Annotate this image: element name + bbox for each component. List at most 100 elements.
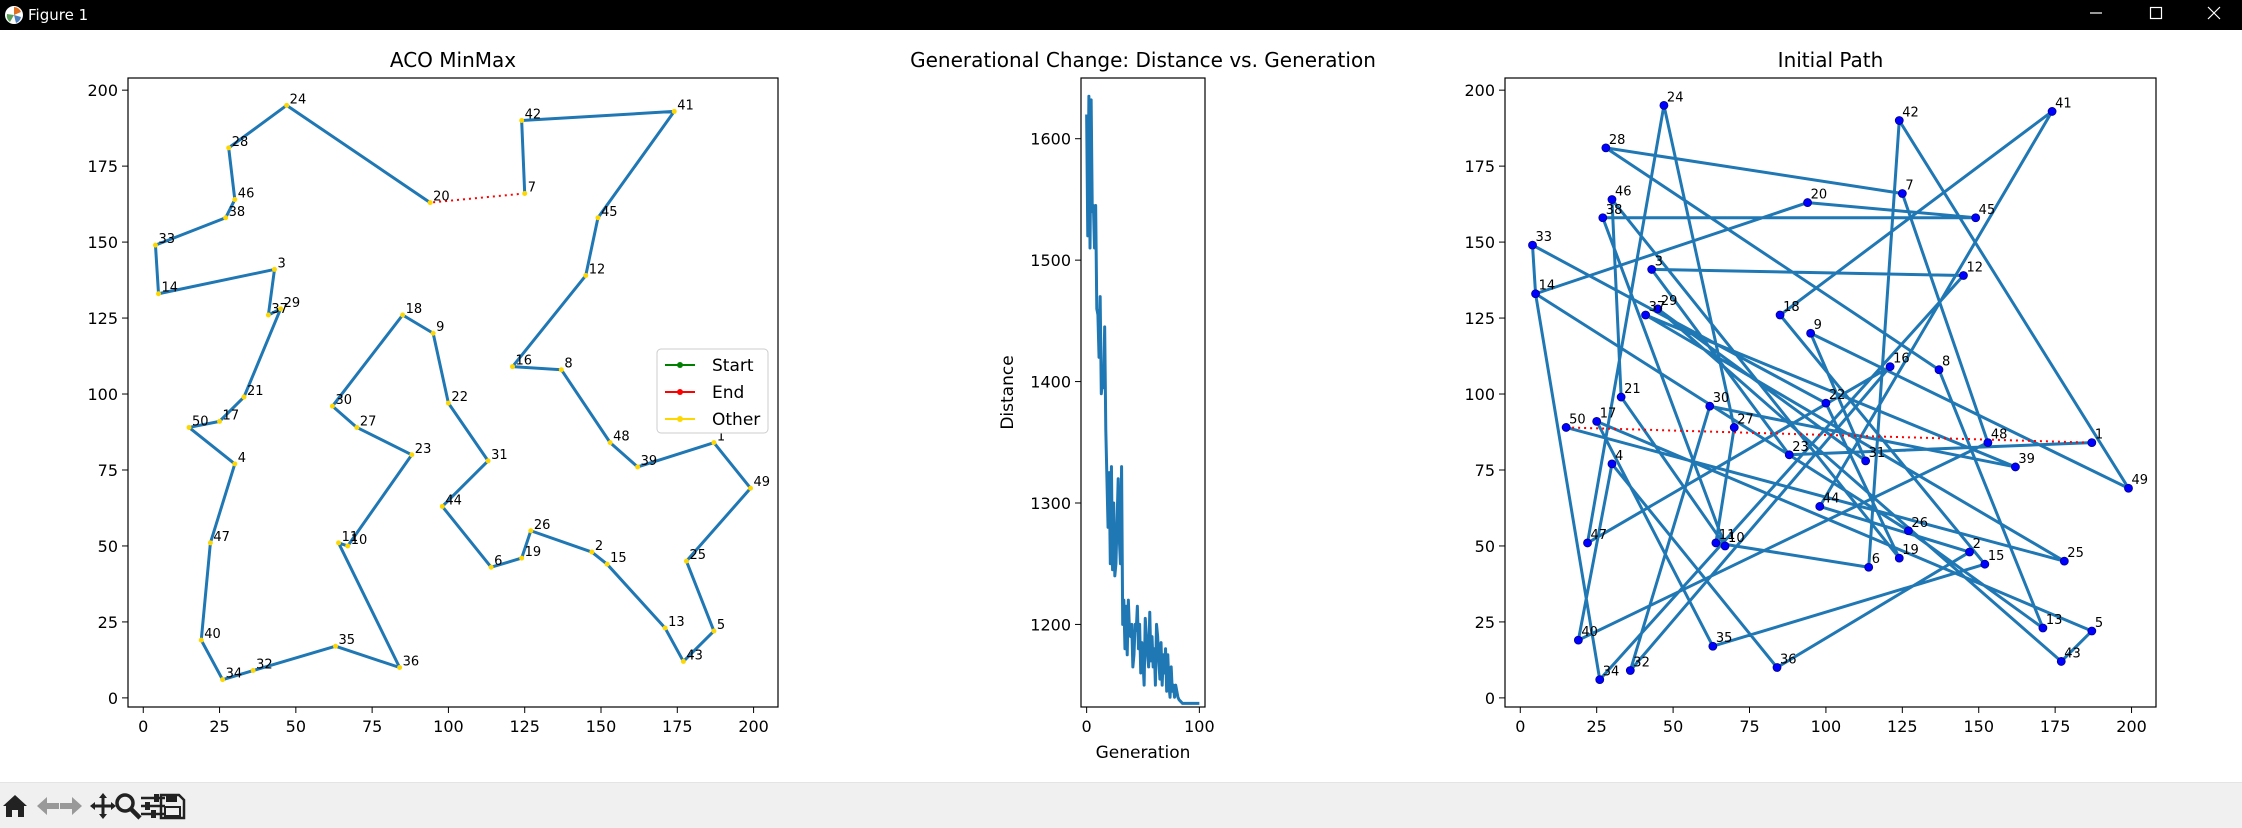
axes-frame [1080, 77, 1206, 708]
x-tick-label: 100 [433, 717, 464, 736]
city-label: 29 [1661, 294, 1678, 309]
city-marker [250, 668, 256, 674]
y-tick-label: 1500 [1030, 251, 1071, 270]
city-label: 10 [351, 533, 368, 548]
y-tick-label: 1600 [1030, 130, 1071, 149]
figure-canvas[interactable]: ACO MinMax 0 25 50 75 100 125 150 175 200 0 25 50 75 1… [0, 30, 2242, 782]
city-label: 42 [525, 108, 542, 123]
maximize-icon [2149, 6, 2163, 20]
x-tick-label: 50 [286, 717, 306, 736]
city-label: 25 [2067, 546, 2084, 561]
city-label: 2 [595, 539, 603, 554]
x-tick-label: 0 [138, 717, 148, 736]
city-point [1592, 416, 1602, 426]
city-label: 26 [1911, 516, 1928, 531]
zoom-button[interactable] [113, 791, 143, 821]
x-tick-label: 125 [509, 717, 540, 736]
y-tick-label: 50 [98, 537, 118, 556]
city-label: 1 [717, 430, 725, 445]
city-label: 45 [1979, 203, 1996, 218]
legend-marker [677, 416, 683, 422]
city-label: 19 [525, 545, 542, 560]
x-tick-label: 200 [738, 717, 769, 736]
forward-button[interactable] [56, 791, 86, 821]
y-tick-label: 25 [98, 613, 118, 632]
city-label: 35 [339, 633, 356, 648]
minimize-button[interactable] [2066, 0, 2126, 30]
city-point [1647, 265, 1657, 274]
city-label: 4 [238, 451, 246, 466]
close-button[interactable] [2184, 0, 2242, 30]
city-label: 6 [1872, 552, 1880, 567]
city-label: 28 [1609, 133, 1626, 148]
y-tick-label: 200 [1464, 81, 1495, 100]
y-tick-label: 150 [87, 233, 118, 252]
x-tick-label: 75 [1739, 717, 1759, 736]
city-label: 7 [1905, 178, 1913, 193]
x-tick-label: 125 [1887, 717, 1918, 736]
city-marker [345, 543, 351, 549]
city-point [1803, 198, 1812, 207]
city-label: 22 [451, 390, 468, 405]
city-marker [232, 461, 238, 467]
back-button[interactable] [33, 791, 63, 821]
city-point [1607, 459, 1617, 469]
city-label: 27 [1737, 412, 1754, 427]
city-label: 32 [1633, 656, 1650, 671]
legend-box [656, 348, 769, 434]
x-tick-label: 0 [1515, 717, 1525, 736]
home-button[interactable] [0, 791, 30, 821]
city-label: 36 [403, 654, 420, 669]
axes-2[interactable]: Generational Change: Distance vs. Genera… [910, 48, 1376, 763]
city-marker [748, 485, 754, 491]
x-tick-label: 25 [1587, 717, 1607, 736]
save-button[interactable] [157, 791, 187, 821]
city-label: 23 [415, 442, 432, 457]
forward-icon [60, 797, 82, 815]
city-point [1965, 547, 1974, 557]
city-marker [528, 528, 534, 534]
axes-title: Generational Change: Distance vs. Genera… [910, 48, 1376, 72]
navigation-toolbar [0, 782, 2242, 828]
y-tick-label: 75 [98, 461, 118, 480]
y-tick-label: 0 [1485, 689, 1495, 708]
y-tick-label: 125 [1464, 309, 1495, 328]
x-tick-label: 175 [662, 717, 693, 736]
city-label: 3 [1655, 254, 1663, 269]
pan-button[interactable] [88, 791, 118, 821]
city-marker [519, 555, 525, 561]
x-tick-label: 100 [1184, 717, 1215, 736]
city-point [1806, 328, 1816, 338]
city-point [1775, 310, 1785, 320]
city-point [1894, 116, 1904, 125]
city-label: 15 [610, 551, 627, 566]
city-label: 38 [229, 205, 246, 220]
x-tick-label: 50 [1663, 717, 1683, 736]
maximize-button[interactable] [2126, 0, 2186, 30]
city-label: 12 [1966, 261, 1983, 276]
city-point [1595, 675, 1605, 685]
city-label: 10 [1728, 531, 1745, 546]
city-label: 47 [1591, 528, 1608, 543]
city-marker [284, 102, 290, 108]
city-point [1934, 365, 1944, 375]
y-tick-label: 1400 [1030, 373, 1071, 392]
y-tick-label: 100 [87, 385, 118, 404]
city-label: 43 [686, 648, 703, 663]
x-tick-label: 150 [586, 717, 617, 736]
city-label: 37 [1649, 300, 1666, 315]
city-point [2038, 623, 2048, 633]
city-point [1561, 423, 1571, 432]
city-label: 19 [1902, 543, 1919, 558]
city-marker [223, 215, 229, 221]
city-label: 25 [689, 548, 706, 563]
legend-label: Other [712, 410, 760, 430]
city-marker [589, 549, 595, 555]
city-marker [354, 424, 360, 430]
y-tick-label: 175 [87, 157, 118, 176]
city-point [1815, 502, 1825, 511]
city-marker [445, 400, 451, 406]
